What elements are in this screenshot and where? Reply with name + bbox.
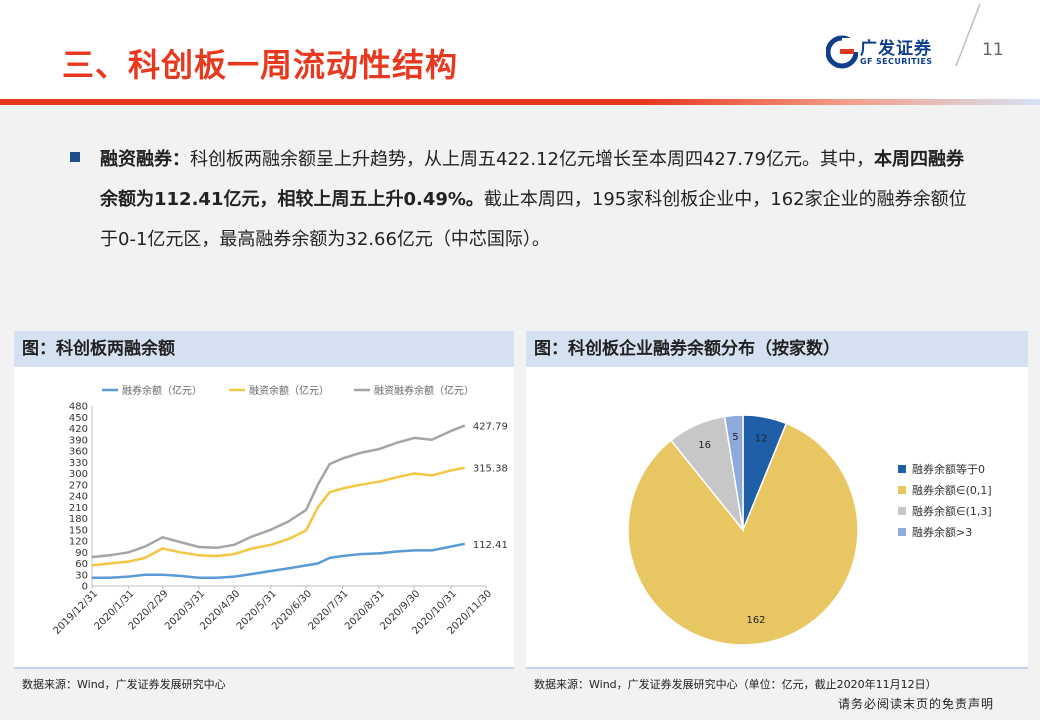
series-end-label: 315.38	[473, 464, 508, 475]
logo-mark-icon	[826, 35, 858, 69]
page-title: 三、科创板一周流动性结构	[62, 46, 459, 84]
y-tick-label: 30	[75, 570, 88, 581]
y-tick-label: 210	[69, 503, 88, 514]
bullet-square-icon	[70, 152, 80, 162]
pie-chart: 12 162 16 5 融券余额等于0 融券余额∈(0,1] 融券余额∈(1,3] 融券余额…	[627, 414, 992, 646]
pie-value-label: 5	[732, 432, 738, 443]
series-end-label: 112.41	[473, 540, 508, 551]
pie-legend-label: 融券余额∈(0,1]	[912, 483, 992, 497]
right-panel-title: 图：科创板企业融券余额分布（按家数）	[526, 331, 1028, 367]
pie-slice	[723, 414, 744, 531]
left-source-note: 数据来源：Wind，广发证券发展研究中心	[22, 678, 226, 691]
line-chart-legend: 融券余额（亿元） 融资余额（亿元） 融资融券余额（亿元）	[102, 384, 474, 397]
line-chart: 融券余额（亿元） 融资余额（亿元） 融资融券余额（亿元） 03060901201…	[52, 384, 508, 637]
header-rule	[0, 99, 1040, 105]
summary-text-1: 科创板两融余额呈上升趋势，从上周五422.12亿元增长至本周四427.79亿元。…	[190, 149, 874, 170]
y-tick-label: 450	[69, 413, 88, 424]
divider-slash	[950, 2, 990, 76]
y-tick-label: 90	[75, 548, 88, 559]
pie-slice	[627, 422, 859, 646]
y-tick-label: 60	[75, 559, 88, 570]
left-chart-panel: 融券余额（亿元） 融资余额（亿元） 融资融券余额（亿元） 0 30 60 90 120 1…	[14, 367, 514, 667]
logo-text-cn: 广发证券	[860, 39, 932, 59]
y-tick-label: 300	[69, 469, 88, 480]
summary-paragraph: 融资融券：科创板两融余额呈上升趋势，从上周五422.12亿元增长至本周四427.…	[100, 140, 970, 260]
page-number: 11	[982, 40, 1004, 60]
y-tick-label: 390	[69, 435, 88, 446]
legend-label-short: 融券余额（亿元）	[122, 384, 202, 397]
logo-text-en: GF SECURITIES	[860, 57, 933, 66]
margin-balance-line	[91, 466, 466, 567]
y-tick-label: 270	[69, 480, 88, 491]
pie-legend-swatch	[898, 528, 906, 536]
pie-legend-swatch	[898, 465, 906, 473]
legend-label-total: 融资融券余额（亿元）	[374, 384, 474, 397]
y-tick-label: 0	[82, 582, 88, 593]
y-tick-label: 120	[69, 537, 88, 548]
series-end-label: 427.79	[473, 422, 508, 433]
pie-legend-label: 融券余额∈(1,3]	[912, 504, 992, 518]
company-logo: 广发证券 GF SECURITIES	[826, 34, 948, 74]
right-panel-rule	[526, 667, 1028, 669]
pie-legend-swatch	[898, 486, 906, 494]
right-source-note: 数据来源：Wind，广发证券发展研究中心（单位：亿元，截止2020年11月12日…	[534, 678, 937, 691]
right-chart-panel: 12 162 16 5 融券余额等于0 融券余额∈(0,1] 融券余额∈(1,3] 融券余额…	[526, 367, 1028, 667]
pie-value-label: 12	[755, 434, 768, 445]
total-balance-line	[91, 424, 466, 559]
pie-value-label: 16	[698, 440, 711, 451]
pie-legend-swatch	[898, 507, 906, 515]
summary-bold: 本周四融券余额为112.41亿元，相较上周五上升0.49%。	[100, 149, 964, 210]
y-tick-label: 420	[69, 424, 88, 435]
y-tick-label: 180	[69, 514, 88, 525]
pie-legend-label: 融券余额等于0	[912, 462, 985, 476]
summary-label: 融资融券：	[100, 149, 190, 170]
left-panel-title: 图：科创板两融余额	[14, 331, 514, 367]
left-panel-rule	[14, 667, 514, 669]
y-tick-label: 330	[69, 458, 88, 469]
x-tick-label: 2019/12/31	[52, 588, 101, 637]
y-tick-label: 480	[69, 402, 88, 413]
y-tick-label: 240	[69, 492, 88, 503]
y-tick-label: 150	[69, 525, 88, 536]
pie-legend-label: 融券余额>3	[912, 525, 972, 539]
pie-value-label: 162	[746, 615, 765, 626]
legend-label-margin: 融资余额（亿元）	[249, 384, 329, 397]
short-balance-line	[92, 542, 466, 580]
y-tick-label: 360	[69, 447, 88, 458]
summary-text-2: 截止本周四，195家科创板企业中，162家企业的融券余额位于0-1亿元区，最高融…	[100, 189, 967, 250]
disclaimer: 请务必阅读末页的免责声明	[838, 697, 995, 711]
